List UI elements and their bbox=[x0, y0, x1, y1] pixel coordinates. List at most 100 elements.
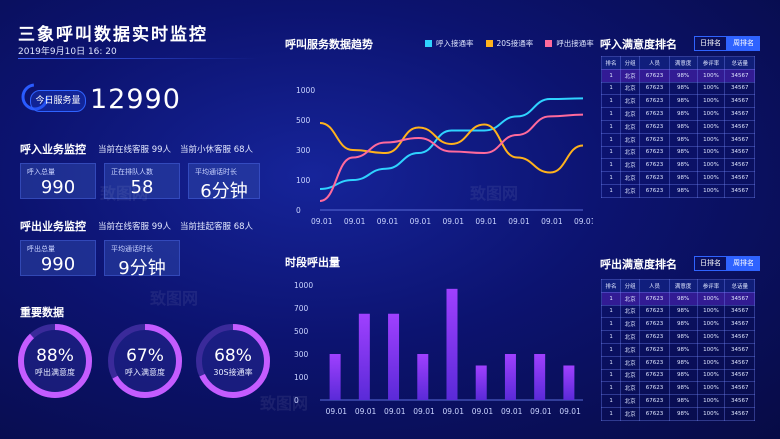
table-cell: 北京 bbox=[620, 304, 641, 319]
trend-chart: 0 100 300 500 1000 09.01 09.01 09.01 09.01 09.01 0… bbox=[296, 86, 593, 226]
ring-gauge bbox=[196, 324, 270, 398]
table-cell: 100% bbox=[696, 94, 726, 109]
table-cell: 67623 bbox=[639, 330, 670, 344]
table-cell: 34567 bbox=[724, 183, 755, 198]
table-cell: 北京 bbox=[620, 342, 641, 357]
x-tick-label: 09.01 bbox=[574, 217, 593, 226]
column-header: 分组 bbox=[620, 279, 641, 293]
table-cell: 100% bbox=[696, 342, 726, 357]
watermark: 致图网 bbox=[470, 184, 519, 203]
inbound-online: 当前在线客服 99人 bbox=[98, 145, 172, 155]
inbound-title: 呼入业务监控 bbox=[20, 143, 86, 156]
gauge-value: 68% bbox=[214, 346, 252, 366]
day-rank-button[interactable]: 日排名 bbox=[694, 256, 727, 271]
legend-label: 20S接通率 bbox=[496, 39, 534, 48]
trend-legend: 呼入接通率 20S接通率 呼出接通率 bbox=[425, 38, 594, 49]
table-cell: 34567 bbox=[724, 94, 755, 109]
table-cell: 100% bbox=[696, 81, 726, 96]
column-header: 分组 bbox=[620, 56, 641, 70]
bar bbox=[475, 365, 487, 400]
table-cell: 34567 bbox=[724, 68, 755, 83]
table-row: 1 北京 67623 98% 100% 34567 bbox=[600, 394, 755, 408]
table-cell: 100% bbox=[696, 119, 726, 134]
ring-gauge bbox=[108, 324, 182, 398]
week-rank-button[interactable]: 周排名 bbox=[727, 256, 760, 271]
column-header: 满意度 bbox=[668, 56, 698, 70]
legend-item: 呼出接通率 bbox=[545, 38, 594, 49]
table-cell: 67623 bbox=[639, 68, 670, 83]
table-cell: 1 bbox=[600, 158, 622, 173]
legend-swatch bbox=[425, 40, 432, 47]
legend-item: 呼入接通率 bbox=[425, 38, 474, 49]
rank-out-table-wrap: 排名 分组 人员 满意度 参评率 总话量 1 北京 67623 98% 100% 34567 1 北京 67… bbox=[600, 279, 755, 421]
x-tick-label: 09.01 bbox=[530, 407, 552, 416]
header-divider bbox=[18, 58, 258, 59]
outbound-duration-card: 平均通话时长 9分钟 bbox=[104, 240, 180, 279]
gauge-label: 呼出满意度 bbox=[35, 368, 75, 377]
table-cell: 98% bbox=[668, 132, 698, 147]
gauge-label: 30S接通率 bbox=[213, 368, 253, 377]
table-cell: 67623 bbox=[639, 81, 670, 96]
outbound-title: 呼出业务监控 bbox=[20, 220, 86, 233]
y-tick-label: 500 bbox=[294, 327, 309, 336]
table-cell: 67623 bbox=[639, 132, 670, 147]
week-rank-button[interactable]: 周排名 bbox=[727, 36, 760, 51]
table-cell: 98% bbox=[668, 342, 698, 357]
gauge-arc bbox=[108, 324, 182, 398]
table-cell: 1 bbox=[600, 304, 622, 319]
table-cell: 67623 bbox=[639, 183, 670, 198]
table-cell: 34567 bbox=[724, 342, 755, 357]
table-cell: 34567 bbox=[724, 355, 755, 370]
inbound-idle: 当前小休客服 68人 bbox=[180, 145, 254, 155]
key-ring-3: 68% 30S接通率 bbox=[194, 322, 272, 404]
table-cell: 34567 bbox=[724, 304, 755, 319]
card-value: 58 bbox=[130, 177, 154, 198]
table-cell: 98% bbox=[668, 330, 698, 344]
table-cell: 1 bbox=[600, 132, 622, 147]
x-tick-label: 09.01 bbox=[508, 217, 530, 226]
table-cell: 98% bbox=[668, 406, 698, 421]
table-cell: 100% bbox=[696, 317, 726, 332]
table-cell: 1 bbox=[600, 368, 622, 383]
series-line bbox=[319, 97, 584, 190]
table-cell: 北京 bbox=[620, 119, 641, 134]
card-label: 呼出总量 bbox=[27, 245, 55, 253]
table-cell: 98% bbox=[668, 119, 698, 134]
legend-item: 20S接通率 bbox=[485, 38, 534, 49]
hourly-chart: 0 100 300 500 700 1000 09.01 09.01 09.01 09.01 09.… bbox=[294, 281, 583, 416]
table-cell: 34567 bbox=[724, 132, 755, 147]
table-row: 1 北京 67623 98% 100% 34567 bbox=[600, 381, 755, 396]
watermark: 致图网 bbox=[260, 394, 309, 413]
table-cell: 1 bbox=[600, 291, 622, 306]
card-value: 990 bbox=[40, 254, 76, 275]
day-rank-button[interactable]: 日排名 bbox=[694, 36, 727, 51]
table-cell: 1 bbox=[600, 317, 622, 332]
table-cell: 67623 bbox=[639, 145, 670, 160]
table-cell: 100% bbox=[696, 304, 726, 319]
rank-out-table: 排名 分组 人员 满意度 参评率 总话量 1 北京 67623 98% 100% 34567 1 北京 67… bbox=[600, 279, 755, 421]
table-cell: 100% bbox=[696, 330, 726, 344]
series-line bbox=[319, 113, 584, 202]
table-cell: 34567 bbox=[724, 368, 755, 383]
table-cell: 34567 bbox=[724, 317, 755, 332]
table-cell: 34567 bbox=[724, 381, 755, 396]
table-row: 1 北京 67623 98% 100% 34567 bbox=[600, 183, 755, 198]
table-row: 1 北京 67623 98% 100% 34567 bbox=[600, 119, 755, 134]
column-header: 排名 bbox=[600, 56, 622, 70]
watermark: 致图网 bbox=[150, 289, 199, 308]
table-cell: 67623 bbox=[639, 406, 670, 421]
y-tick-label: 700 bbox=[294, 304, 309, 313]
x-tick-label: 09.01 bbox=[413, 407, 435, 416]
y-tick-label: 0 bbox=[296, 206, 301, 215]
table-cell: 1 bbox=[600, 107, 622, 121]
table-cell: 34567 bbox=[724, 145, 755, 160]
table-cell: 北京 bbox=[620, 406, 641, 421]
table-cell: 1 bbox=[600, 342, 622, 357]
table-cell: 北京 bbox=[620, 394, 641, 408]
table-cell: 北京 bbox=[620, 381, 641, 396]
table-cell: 67623 bbox=[639, 381, 670, 396]
legend-label: 呼入接通率 bbox=[436, 39, 474, 48]
table-row: 1 北京 67623 98% 100% 34567 bbox=[600, 304, 755, 319]
legend-swatch bbox=[545, 40, 553, 47]
table-row: 1 北京 67623 98% 100% 34567 bbox=[600, 330, 755, 344]
